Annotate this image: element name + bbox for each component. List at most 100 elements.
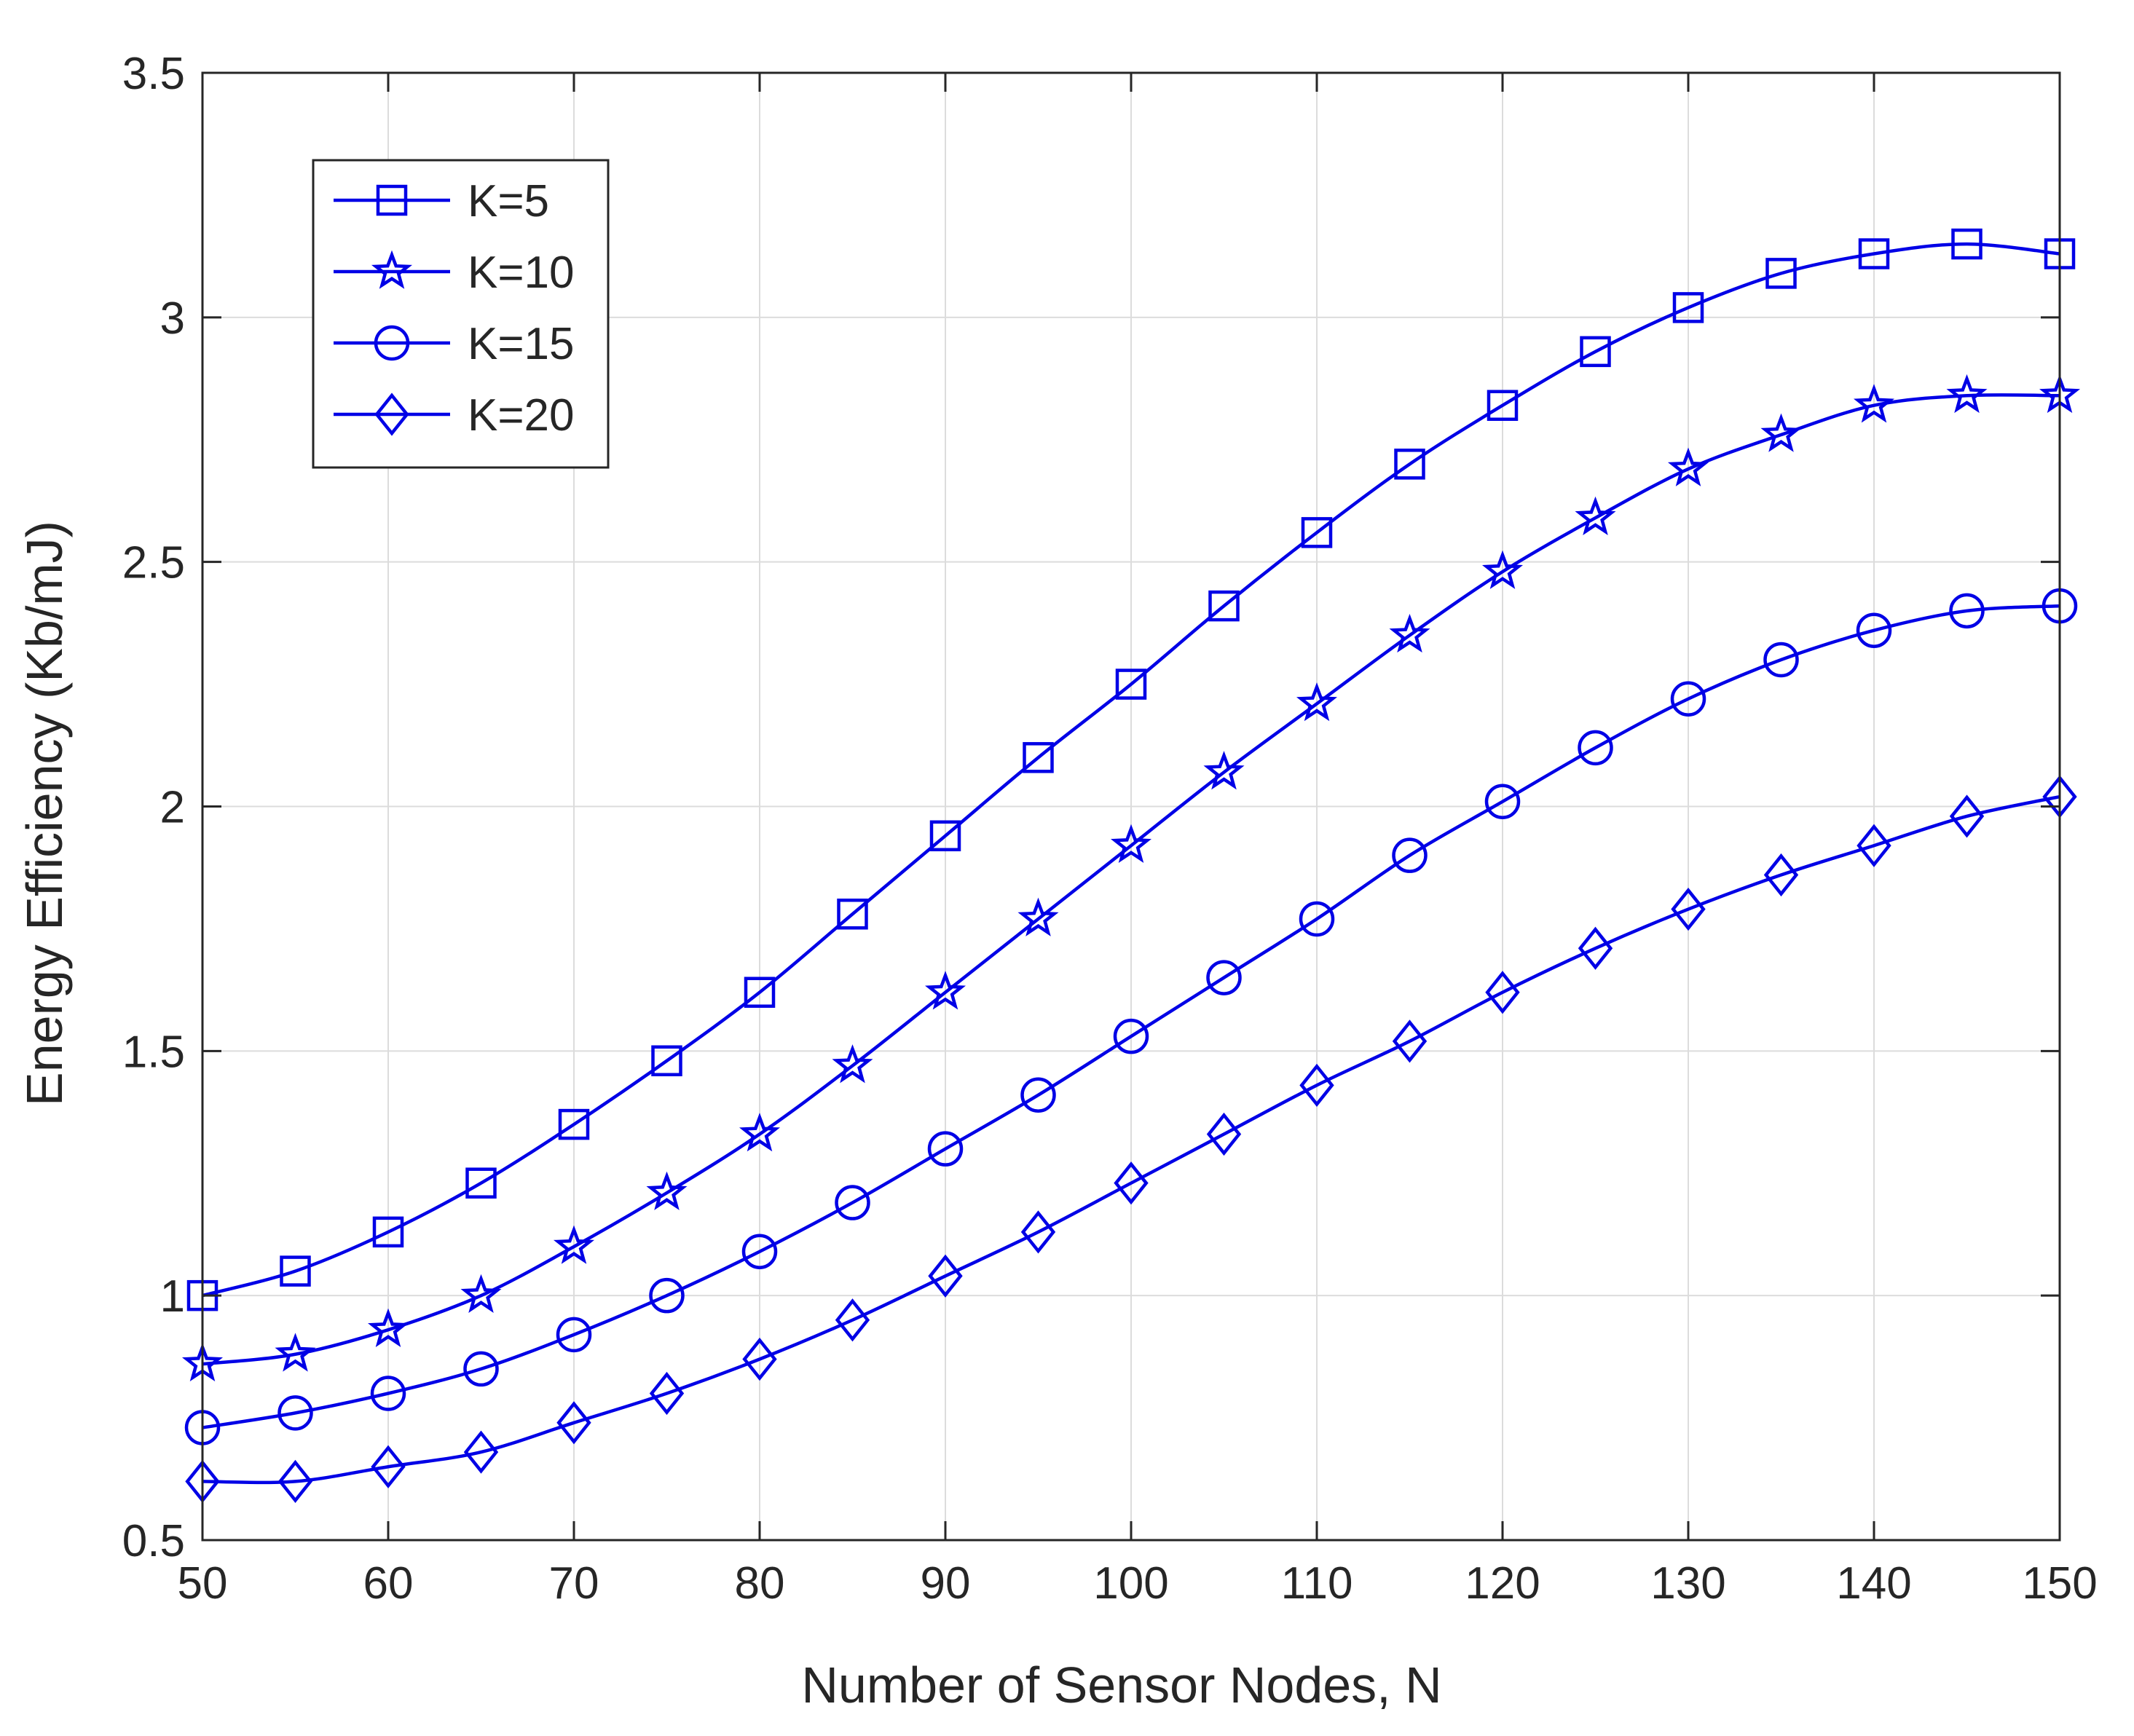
square-marker bbox=[280, 1255, 311, 1287]
circle-marker bbox=[1763, 642, 1799, 678]
star-marker bbox=[1203, 751, 1245, 790]
star-marker bbox=[367, 1308, 409, 1348]
star-marker bbox=[1760, 413, 1802, 452]
square-marker bbox=[558, 1108, 590, 1140]
square-marker bbox=[376, 184, 408, 216]
square-marker bbox=[1487, 390, 1519, 421]
y-tick-label: 0.5 bbox=[122, 1516, 185, 1566]
legend-label: K=10 bbox=[468, 248, 575, 298]
square-marker bbox=[1208, 590, 1240, 622]
square-marker bbox=[1951, 228, 1983, 260]
circle-marker bbox=[1949, 593, 1985, 629]
square-marker bbox=[372, 1216, 404, 1248]
circle-marker bbox=[927, 1131, 964, 1167]
y-axis-label: Energy Efficiency (Kb/mJ) bbox=[16, 521, 73, 1106]
ticks: 50 60 70 80 90 100 110 120 130 140 150 0.5 1 1.5 2 2.5 3… bbox=[122, 49, 2098, 1609]
circle-marker bbox=[1578, 730, 1613, 766]
x-tick-label: 100 bbox=[1093, 1558, 1168, 1609]
square-marker bbox=[465, 1167, 497, 1199]
star-marker bbox=[1481, 550, 1524, 589]
circle-marker bbox=[374, 325, 410, 361]
x-tick-label: 70 bbox=[549, 1558, 599, 1609]
square-marker bbox=[1301, 517, 1333, 548]
square-marker bbox=[1394, 449, 1425, 480]
star-marker bbox=[1110, 824, 1152, 863]
x-tick-label: 80 bbox=[735, 1558, 785, 1609]
circle-marker bbox=[1856, 612, 1892, 648]
legend-item: K=15 bbox=[334, 319, 575, 369]
series-line-k-20 bbox=[202, 794, 2060, 1485]
star-marker bbox=[1389, 613, 1430, 653]
star-marker bbox=[553, 1225, 595, 1264]
diamond-marker bbox=[1299, 1063, 1334, 1107]
circle-marker bbox=[1113, 1018, 1149, 1054]
legend-label: K=15 bbox=[468, 319, 575, 369]
diamond-marker bbox=[374, 392, 409, 436]
y-tick-label: 1 bbox=[160, 1271, 185, 1322]
y-tick-label: 3 bbox=[160, 293, 185, 344]
star-marker bbox=[1296, 682, 1338, 722]
legend-item: K=5 bbox=[334, 176, 549, 226]
series-layer bbox=[181, 228, 2081, 1504]
square-marker bbox=[651, 1045, 682, 1077]
x-axis-label: Number of Sensor Nodes, N bbox=[801, 1657, 1441, 1713]
star-marker bbox=[1575, 496, 1616, 535]
square-marker bbox=[1115, 668, 1147, 700]
circle-marker bbox=[463, 1351, 499, 1387]
diamond-marker bbox=[649, 1371, 685, 1416]
x-tick-label: 50 bbox=[178, 1558, 228, 1609]
x-tick-label: 150 bbox=[2022, 1558, 2097, 1609]
diamond-marker bbox=[1020, 1210, 1056, 1254]
y-tick-label: 3.5 bbox=[122, 49, 185, 99]
circle-marker bbox=[1299, 901, 1335, 937]
diamond-marker bbox=[556, 1401, 591, 1445]
circle-marker bbox=[1392, 837, 1428, 873]
legend: K=5 K=10 K=15 K=20 bbox=[312, 159, 610, 469]
series-line-k-5 bbox=[202, 242, 2060, 1298]
star-marker bbox=[1946, 374, 1988, 414]
star-marker bbox=[275, 1333, 316, 1372]
circle-marker bbox=[741, 1234, 778, 1269]
legend-item: K=20 bbox=[334, 390, 575, 441]
star-marker bbox=[739, 1113, 781, 1152]
y-tick-label: 1.5 bbox=[122, 1027, 185, 1077]
circle-marker bbox=[835, 1185, 870, 1220]
circle-marker bbox=[556, 1317, 592, 1353]
square-marker bbox=[1672, 292, 1704, 323]
circle-marker bbox=[1670, 681, 1706, 717]
diamond-marker bbox=[835, 1298, 870, 1342]
series-line-k-10 bbox=[202, 393, 2060, 1366]
diamond-marker bbox=[742, 1337, 777, 1381]
square-marker bbox=[1858, 238, 1890, 269]
x-tick-label: 140 bbox=[1836, 1558, 1911, 1609]
diamond-marker bbox=[1671, 887, 1706, 931]
star-marker bbox=[1853, 384, 1895, 423]
circle-marker bbox=[370, 1376, 406, 1411]
legend-label: K=20 bbox=[468, 390, 575, 441]
diamond-marker bbox=[277, 1459, 313, 1504]
diamond-marker bbox=[1114, 1161, 1149, 1205]
diamond-marker bbox=[1857, 824, 1891, 867]
diamond-marker bbox=[928, 1254, 963, 1298]
diamond-marker bbox=[1949, 794, 1985, 838]
star-marker bbox=[924, 971, 966, 1010]
x-tick-label: 90 bbox=[921, 1558, 971, 1609]
diamond-marker bbox=[1763, 853, 1799, 897]
series-line-k-15 bbox=[202, 604, 2060, 1429]
diamond-marker bbox=[463, 1430, 499, 1474]
legend-item: K=10 bbox=[334, 248, 575, 298]
diamond-marker bbox=[371, 1445, 406, 1488]
series-k-15 bbox=[184, 588, 2078, 1445]
square-marker bbox=[929, 820, 961, 852]
star-marker bbox=[371, 250, 413, 289]
star-marker bbox=[1017, 897, 1059, 936]
diamond-marker bbox=[1206, 1112, 1242, 1156]
y-tick-label: 2 bbox=[160, 783, 185, 833]
square-marker bbox=[837, 899, 868, 930]
x-tick-label: 130 bbox=[1650, 1558, 1725, 1609]
diamond-marker bbox=[1485, 971, 1520, 1014]
square-marker bbox=[1580, 336, 1611, 368]
square-marker bbox=[744, 976, 776, 1008]
star-marker bbox=[460, 1274, 502, 1314]
x-tick-label: 60 bbox=[363, 1558, 414, 1609]
